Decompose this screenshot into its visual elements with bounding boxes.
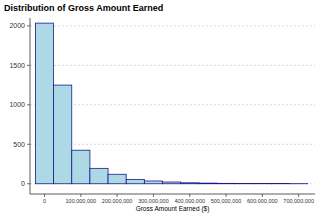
histogram-bar [144,181,162,184]
y-tick [27,25,30,26]
histogram-bar [181,182,199,184]
y-tick-label: 2000 [9,22,25,29]
x-tick [80,194,81,197]
histogram-bar [126,179,144,183]
grid-line [30,65,315,66]
x-tick [226,194,227,197]
histogram-bar [235,183,253,184]
x-tick [117,194,118,197]
x-tick-label: 100,000,000 [66,198,97,204]
x-tick-label: 700,000,000 [283,198,314,204]
x-tick-label: 500,000,000 [211,198,242,204]
y-tick [27,104,30,105]
chart: Distribution of Gross Amount Earned 0 500 1… [0,0,320,214]
x-tick [298,194,299,197]
histogram-bar [108,174,126,183]
y-tick-label: 500 [13,141,25,148]
histogram-bar [90,168,108,183]
y-tick [27,144,30,145]
x-tick-label: 400,000,000 [174,198,205,204]
grid-line [30,104,315,105]
x-tick-label: 600,000,000 [247,198,278,204]
y-tick-label: 0 [21,180,25,187]
y-axis [30,18,31,194]
title: Distribution of Gross Amount Earned [4,3,163,13]
histogram-bar [54,85,72,184]
x-tick-label: 0 [43,198,46,204]
histogram-bar [199,183,217,185]
histogram-bar [163,182,181,184]
y-tick [27,65,30,66]
histogram-bar [72,150,90,184]
y-tick-label: 1000 [9,101,25,108]
x-tick [153,194,154,197]
grid-line [30,144,315,145]
x-tick-label: 300,000,000 [138,198,169,204]
x-tick [44,194,45,197]
x-tick [189,194,190,197]
grid-line [30,25,315,26]
y-tick [27,183,30,184]
x-tick-label: 200,000,000 [102,198,133,204]
histogram-bar [271,183,289,184]
histogram-bar [253,183,271,184]
x-axis-label: Gross Amount Earned ($) [136,205,210,213]
histogram-bar [217,183,235,184]
y-tick-label: 1500 [9,62,25,69]
x-axis [30,194,315,195]
histogram-bar [290,183,308,184]
x-tick [262,194,263,197]
histogram-bar [35,23,53,184]
bars [35,23,307,184]
